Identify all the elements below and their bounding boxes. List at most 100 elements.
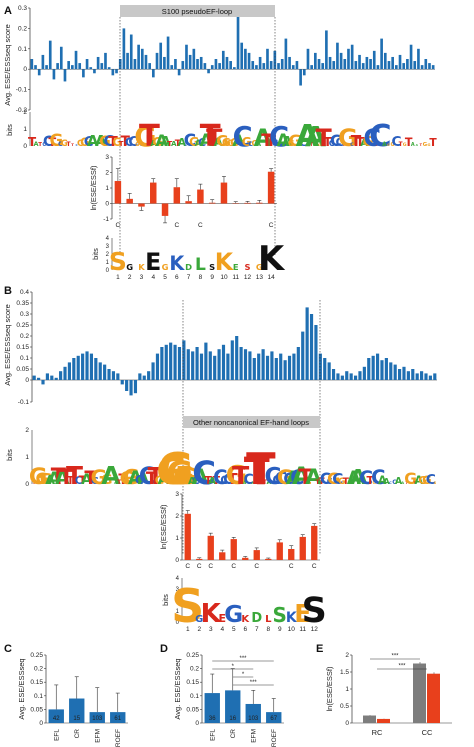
A-top-bar: [170, 65, 174, 70]
A-inset-mark: C: [174, 222, 179, 229]
panel-a-logo-glyph: G: [61, 139, 68, 149]
B-top-ytick-label: 0.2: [20, 333, 29, 340]
B-inset-logo-glyph: K: [286, 610, 298, 626]
B-top-bar: [54, 377, 58, 380]
panel-a-inset-chart: -1 0 1 2 3 ln(ESE/ESSf) C C C C: [89, 154, 277, 229]
A-inset-bar: [150, 182, 157, 204]
B-inset-bar: [265, 558, 272, 560]
B-top-bar: [41, 380, 45, 385]
A-inset-ylabel: ln(ESE/ESSf): [89, 165, 98, 211]
B-inset-mark: C: [185, 563, 190, 570]
B-inset-category-label: 2: [197, 626, 201, 633]
B-top-ytick-label: 0: [25, 377, 29, 384]
B-inset-logo-glyph: S: [273, 603, 287, 627]
A-top-bar: [350, 44, 354, 70]
panel-b-logo-glyph: C: [389, 481, 392, 485]
E-ytick-label: 0.5: [340, 703, 349, 710]
B-inset-logo-glyph: L: [265, 614, 272, 625]
D-significance-label: ***: [250, 680, 258, 686]
panel-b-logo-glyph: C: [283, 469, 295, 488]
panel-a-logo-glyph: A: [155, 131, 168, 150]
A-top-bar: [258, 56, 262, 70]
B-inset-logo-glyph: K: [241, 614, 250, 625]
A-top-bar: [225, 56, 229, 70]
panel-a-logo-glyph: C: [272, 138, 278, 148]
panel-b-logo-glyph: C: [275, 468, 287, 488]
A-top-bar: [398, 54, 402, 70]
C-ytick-label: 0.15: [30, 679, 43, 686]
B-inset-category-label: 8: [266, 626, 270, 633]
A-top-bar: [104, 52, 107, 70]
panel-d-chart: 0 0.05 0.1 0.15 0.2 0.25 Avg. ESE/ESSseq EFL 36 C…: [173, 652, 284, 747]
B-top-bar: [345, 371, 349, 380]
A-inset-mark: C: [198, 222, 203, 229]
panel-a-logo-ytick-label: 0: [23, 143, 27, 150]
A-top-bar: [78, 63, 82, 70]
B-top-bar: [433, 373, 437, 380]
panel-b-logo-glyph: A: [188, 476, 196, 487]
A-top-bar: [218, 63, 221, 70]
panel-b-logo-glyph: G: [167, 454, 194, 492]
panel-b-logo-glyph: A: [347, 468, 362, 489]
A-top-ytick-label: 0.2: [18, 25, 27, 32]
A-top-bar: [166, 36, 170, 70]
B-inset-category-label: 7: [255, 626, 259, 633]
B-top-bar: [257, 353, 261, 380]
A-top-bar: [111, 69, 115, 76]
B-inset-ylabel: ln(ESE/ESSf): [159, 504, 168, 550]
E-bar: [377, 718, 390, 723]
A-inset-category-label: 11: [232, 274, 239, 281]
A-top-bar: [336, 42, 339, 70]
panel-b-logo-glyph: T: [367, 474, 375, 487]
panel-b-logo-glyph: C: [327, 477, 333, 486]
panel-b-logo-glyph: C: [192, 454, 216, 492]
B-inset-logo-glyph: K: [201, 599, 222, 629]
A-inset-logo-glyph: S: [209, 262, 215, 272]
E-category-label: CC: [422, 728, 433, 737]
panel-b-logo-glyph: A: [45, 472, 55, 487]
B-inset-logo-ylabel: bits: [161, 594, 170, 606]
panel-a-logo-glyph: C: [330, 131, 342, 150]
B-inset-bar: [196, 558, 203, 560]
B-top-bar: [279, 353, 283, 380]
A-inset-logo-glyph: G: [256, 262, 263, 272]
B-inset-logo-tick: 4: [176, 576, 180, 582]
panel-b-logo-glyph: G: [120, 468, 135, 489]
B-inset-mark: C: [197, 563, 202, 570]
panel-b-logo-glyph: T: [413, 481, 416, 485]
panel-letter-c: C: [4, 643, 12, 655]
A-top-bar: [413, 61, 417, 70]
A-top-bar: [424, 59, 428, 70]
D-ytick-label: 0.25: [186, 652, 199, 659]
B-top-bar: [296, 347, 300, 380]
B-top-bar: [59, 371, 63, 380]
B-top-bar: [349, 373, 353, 380]
panel-a-logo-glyph: C: [300, 138, 307, 149]
panel-a-logo-glyph: A: [382, 142, 387, 148]
B-top-bar: [191, 351, 195, 380]
panel-a-logo-glyph: T: [375, 143, 378, 147]
A-top-bar: [295, 61, 299, 70]
C-bar-count-label: 42: [53, 716, 60, 722]
A-inset-category-label: 13: [256, 274, 264, 281]
panel-b-logo-glyph: C: [192, 475, 200, 487]
panel-a-logo-glyph: G: [318, 143, 321, 147]
panel-a-logo-glyph: G: [77, 139, 84, 149]
B-inset-category-label: 11: [299, 626, 306, 633]
B-inset-ytick-label: 2: [175, 513, 179, 520]
D-category-label: ROEF: [271, 729, 278, 747]
A-top-bar: [277, 63, 280, 70]
panel-a-logo-glyph: G: [289, 131, 302, 150]
B-top-bar: [384, 358, 388, 380]
A-top-bar: [376, 65, 380, 70]
D-category-label: EFL: [209, 729, 216, 741]
B-top-bar: [142, 375, 146, 380]
panel-a-logo-glyph: T: [261, 130, 273, 150]
A-top-bar: [71, 65, 74, 70]
A-inset-logo-glyph: S: [245, 262, 251, 272]
B-inset-logo-glyph: S: [302, 591, 327, 631]
panel-b-logo-glyph: C: [75, 476, 83, 487]
panel-a-logo-glyph: G: [227, 139, 234, 149]
panel-a-logo-glyph: G: [387, 143, 390, 147]
panel-b-logo-glyph: G: [29, 464, 47, 490]
